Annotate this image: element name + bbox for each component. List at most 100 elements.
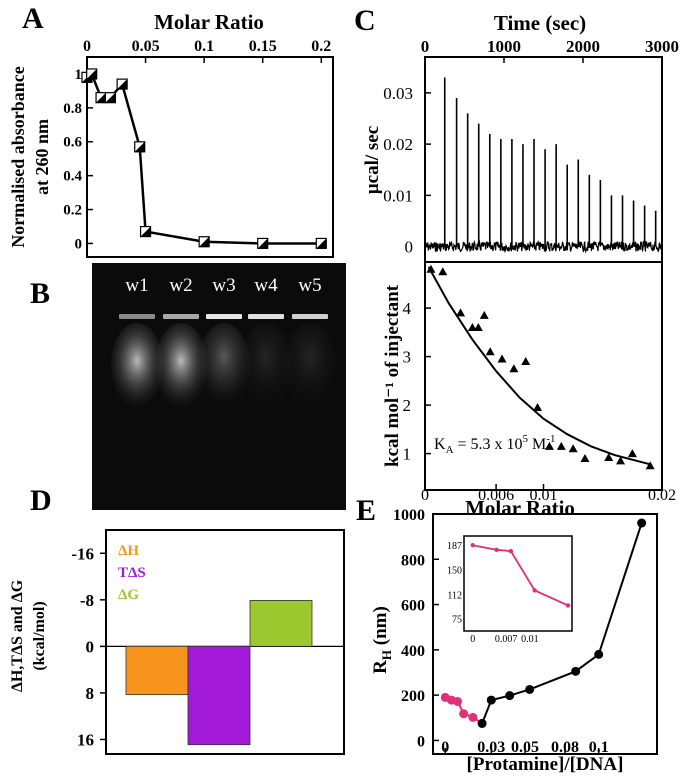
panel-c-data-point: [604, 452, 614, 461]
gel-lane-label: w2: [169, 275, 192, 296]
panel-c-bottom-xtick-label: 0.01: [530, 487, 558, 504]
panel-c-top-ytick-label: 0.01: [383, 186, 413, 205]
panel-a-marker: [116, 78, 128, 90]
panel-c-bottom-xticks: 0 0.006 0.01 0.02: [421, 484, 676, 504]
panel-a-ytick-label: 0.6: [63, 135, 82, 151]
panel-e-series: [440, 518, 647, 728]
panel-c-bottom-xtick-label: 0.006: [478, 487, 514, 504]
panel-e-yticks: 1000 800 600 400 200 0: [393, 507, 439, 750]
panel-e-ytick-label: 1000: [393, 507, 425, 524]
panel-a-marker-fill: [105, 92, 116, 103]
panel-c-data-point: [473, 322, 483, 331]
panel-a-xtick-label: 0.05: [132, 38, 160, 55]
panel-d-ylabel-line2: (kcal/mol): [31, 601, 48, 670]
panel-c-top-xtick-label: 1000: [487, 37, 521, 56]
panel-e-data-point: [505, 691, 515, 701]
panel-c-bottom-xtick-label: 0: [421, 487, 429, 504]
panel-e-xtick-label: 0.05: [511, 739, 539, 756]
panel-c-bottom-xlabel: Molar Ratio: [465, 496, 575, 520]
panel-e-ytick-label: 0: [417, 733, 425, 750]
panel-a-marker: [257, 237, 269, 250]
panel-label-c: C: [354, 4, 376, 37]
gel-well-band: [163, 314, 199, 319]
panel-a-marker: [134, 141, 146, 153]
panel-c-top-xtick-label: 2000: [566, 37, 600, 56]
panel-c-bottom-ytick-label: 4: [403, 299, 412, 318]
gel-well-band: [119, 314, 155, 319]
panel-c-ka-annotation: KA = 5.3 x 105 M-1: [434, 433, 555, 456]
ka-unit-exp: -1: [546, 433, 555, 445]
rh-r: R: [370, 660, 391, 674]
panel-label-b: B: [30, 277, 50, 310]
panel-d-bars: [125, 600, 313, 746]
panel-d-legend-label: ΔH: [118, 543, 139, 559]
panel-c-baseline-noise: [424, 239, 663, 254]
panel-e-inset-xtick-label: 0.01: [521, 634, 539, 645]
panel-e-inset-ytick-label: 187: [447, 541, 462, 552]
panel-e-data-point: [459, 709, 469, 719]
gel-well-band: [292, 314, 328, 319]
panel-c-data-point: [426, 264, 436, 273]
panel-e-inset-point: [532, 588, 537, 593]
panel-a-marker: [95, 92, 107, 104]
panel-c-data-point: [456, 308, 466, 317]
panel-c-data-point: [627, 449, 637, 458]
panel-e-inset-point: [508, 548, 514, 554]
panel-c-data-point: [438, 267, 448, 276]
panel-e-data-point: [468, 712, 478, 722]
panel-c-top-xlabel: Time (sec): [494, 11, 586, 35]
panel-a: Molar Ratio 0 0.05 0.1 0.15 0.2 1 0.8 0.6 0.4 0.…: [8, 10, 334, 258]
panel-c-bottom-ytick-label: 2: [403, 396, 412, 415]
panel-a-ytick-label: 1: [75, 67, 83, 83]
gel-smear: [240, 323, 292, 407]
gel-lane-label: w4: [254, 275, 278, 296]
ka-k: K: [434, 436, 446, 453]
panel-a-ytick-label: 0.4: [63, 169, 82, 185]
panel-c-data-point: [580, 453, 590, 462]
panel-e-data-point: [486, 695, 496, 705]
gel-smear: [111, 323, 163, 407]
panel-a-ylabel-line1: Normalised absorbance: [8, 66, 28, 248]
panel-c-bottom-yticks: 4 3 2 1: [403, 299, 431, 464]
panel-d-bar: [125, 645, 189, 696]
panel-c-bottom-ytick-label: 1: [403, 445, 412, 464]
panel-c: Time (sec) 0 1000 2000 3000 0.03 0.02 0.01 0 μ…: [362, 11, 679, 520]
panel-c-data-point: [497, 354, 507, 363]
ka-sub: A: [446, 444, 454, 456]
panel-e-ytick-label: 600: [401, 598, 425, 615]
panel-e-inset-point: [565, 603, 571, 608]
panel-c-top-xtick-label: 0: [421, 37, 430, 56]
panel-e-inset-point: [470, 543, 475, 548]
gel-well-band: [248, 314, 284, 319]
panel-e-data-point: [637, 518, 647, 528]
panel-a-marker-fill: [96, 92, 107, 103]
panel-c-top-xtick-label: 3000: [645, 37, 679, 56]
panel-c-data-point: [616, 456, 626, 465]
panel-label-a: A: [22, 2, 44, 35]
panel-c-bottom-frame: [424, 261, 663, 491]
panel-e-ytick-label: 200: [401, 688, 425, 705]
panel-a-line: [86, 71, 322, 245]
panel-c-top-ytick-label: 0.03: [383, 84, 413, 103]
panel-c-data-point: [485, 347, 495, 356]
panel-c-top-xticks: 0 1000 2000 3000: [421, 37, 679, 63]
panel-a-marker-fill: [257, 238, 268, 249]
ka-unit: M: [528, 436, 546, 453]
gel-lanes: w1 w2 w3 w4 w5: [111, 275, 336, 407]
panel-e-inset-ytick-label: 112: [447, 590, 462, 601]
panel-a-xticks: 0 0.05 0.1 0.15 0.2: [83, 38, 331, 63]
panel-d-legend-label: TΔS: [118, 565, 146, 581]
panel-c-bottom-ylabel: kcal mol⁻¹ of injectant: [382, 284, 403, 467]
panel-e: 1000 800 600 400 200 0 0 0.03 0.05 0.08 0.1 [Prot…: [370, 507, 658, 775]
panel-d-legend-label: ΔG: [118, 587, 139, 603]
gel-well-band: [206, 314, 242, 319]
panel-a-marker-fill: [117, 79, 128, 90]
gel-smear: [198, 323, 250, 407]
panel-e-ytick-label: 400: [401, 643, 425, 660]
panel-c-injection-peaks: [443, 77, 657, 247]
panel-e-inset-frame: [463, 535, 573, 632]
panel-a-yticks: 1 0.8 0.6 0.4 0.2 0: [63, 67, 93, 252]
panel-e-data-point: [453, 696, 463, 706]
panel-d-bar: [187, 645, 251, 746]
rh-unit: (nm): [370, 606, 391, 650]
